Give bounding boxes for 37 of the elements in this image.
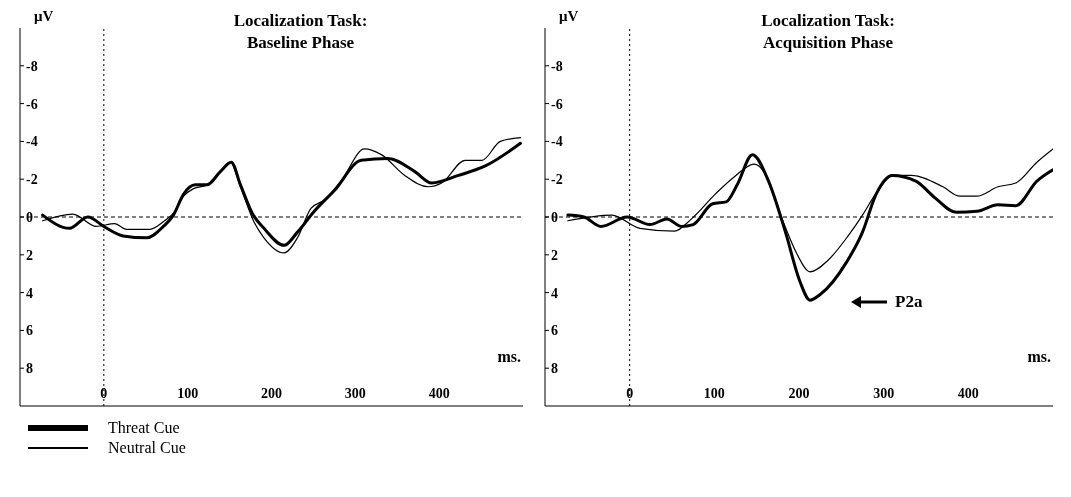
x-tick-label: 400	[957, 386, 979, 401]
y-tick-label: 4	[26, 285, 33, 301]
x-tick-label: 400	[428, 386, 450, 401]
y-tick-label: 6	[26, 323, 33, 339]
y-tick-label: -6	[26, 96, 38, 112]
x-axis-title: ms.	[497, 348, 521, 366]
y-tick-label: 2	[26, 247, 33, 263]
y-tick-label: -2	[26, 172, 38, 188]
y-tick-label: 6	[551, 323, 558, 339]
y-tick-label: 8	[551, 361, 558, 377]
x-tick-label: 300	[873, 386, 895, 401]
y-tick-label: 8	[26, 361, 33, 377]
x-tick-label: 100	[177, 386, 199, 401]
y-tick-label: -4	[551, 134, 563, 150]
x-tick-label: 200	[261, 386, 282, 401]
legend-label: Neutral Cue	[108, 439, 186, 457]
y-tick-label: 2	[551, 247, 558, 263]
y-tick-label: 0	[551, 209, 558, 225]
y-axis-title: μV	[34, 8, 54, 25]
x-tick-label: 100	[703, 386, 725, 401]
legend-label: Threat Cue	[108, 419, 180, 437]
x-tick-label: 300	[344, 386, 366, 401]
x-axis-title: ms.	[1027, 348, 1051, 366]
chart-title: Localization Task: Baseline Phase	[232, 10, 369, 54]
x-tick-label: 0	[100, 386, 108, 401]
y-tick-label: 0	[26, 209, 33, 225]
y-tick-label: 4	[551, 285, 558, 301]
x-tick-label: 0	[626, 386, 634, 401]
y-tick-label: -8	[551, 58, 563, 74]
y-tick-label: -8	[26, 58, 38, 74]
y-tick-label: -4	[26, 134, 38, 150]
chart-title: Localization Task: Acquisition Phase	[760, 10, 896, 54]
y-tick-label: -2	[551, 172, 563, 188]
annotation: P2a	[895, 292, 923, 312]
x-tick-label: 200	[788, 386, 810, 401]
y-tick-label: -6	[551, 96, 563, 112]
y-axis-title: μV	[559, 8, 579, 25]
